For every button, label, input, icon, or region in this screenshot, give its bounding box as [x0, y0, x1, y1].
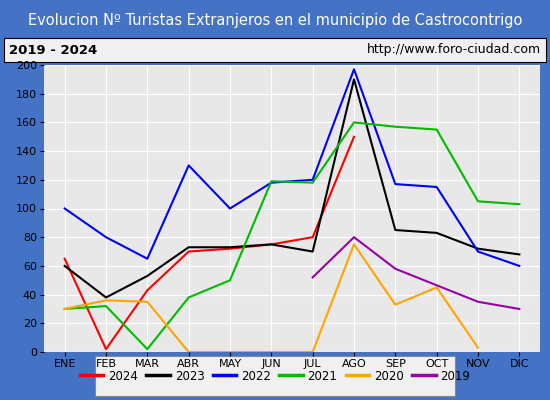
2023	[516, 252, 522, 257]
2023	[103, 295, 109, 300]
2022	[309, 177, 316, 182]
2020	[103, 298, 109, 303]
2021	[392, 124, 399, 129]
2023	[309, 249, 316, 254]
2022	[433, 184, 440, 189]
2021	[144, 347, 151, 352]
2021	[185, 295, 192, 300]
2024	[309, 235, 316, 240]
2024	[227, 246, 233, 251]
Line: 2023: 2023	[65, 79, 519, 298]
Text: 2019 - 2024: 2019 - 2024	[9, 44, 98, 56]
2024	[144, 288, 151, 293]
2024	[62, 256, 68, 261]
2023	[62, 264, 68, 268]
Legend: 2024, 2023, 2022, 2021, 2020, 2019: 2024, 2023, 2022, 2021, 2020, 2019	[75, 365, 475, 387]
Line: 2020: 2020	[65, 244, 478, 352]
2021	[475, 199, 481, 204]
2020	[185, 350, 192, 354]
2019	[351, 235, 358, 240]
2022	[185, 163, 192, 168]
2020	[227, 350, 233, 354]
2019	[309, 275, 316, 280]
2021	[268, 179, 274, 184]
2023	[185, 245, 192, 250]
2021	[433, 127, 440, 132]
Text: http://www.foro-ciudad.com: http://www.foro-ciudad.com	[366, 44, 541, 56]
2021	[103, 304, 109, 308]
2019	[475, 299, 481, 304]
2019	[516, 306, 522, 311]
2020	[392, 302, 399, 307]
Text: Evolucion Nº Turistas Extranjeros en el municipio de Castrocontrigo: Evolucion Nº Turistas Extranjeros en el …	[28, 13, 522, 28]
Line: 2024: 2024	[65, 137, 354, 349]
2024	[268, 242, 274, 247]
2024	[185, 249, 192, 254]
2023	[268, 242, 274, 247]
2020	[475, 345, 481, 350]
Line: 2022: 2022	[65, 69, 519, 266]
2022	[392, 182, 399, 186]
2023	[475, 246, 481, 251]
2023	[392, 228, 399, 232]
2021	[516, 202, 522, 206]
2021	[351, 120, 358, 125]
2021	[309, 180, 316, 185]
2020	[433, 285, 440, 290]
2022	[144, 256, 151, 261]
2022	[103, 235, 109, 240]
2023	[351, 77, 358, 82]
2023	[227, 245, 233, 250]
Line: 2021: 2021	[65, 122, 519, 349]
2021	[227, 278, 233, 283]
2022	[227, 206, 233, 211]
2022	[62, 206, 68, 211]
2024	[351, 134, 358, 139]
2020	[309, 350, 316, 354]
2020	[144, 299, 151, 304]
2024	[103, 347, 109, 352]
2020	[351, 242, 358, 247]
2019	[392, 266, 399, 271]
2022	[475, 249, 481, 254]
Line: 2019: 2019	[312, 237, 519, 309]
2022	[351, 67, 358, 72]
2020	[62, 306, 68, 311]
2022	[516, 264, 522, 268]
2020	[268, 350, 274, 354]
2023	[433, 230, 440, 235]
2021	[62, 306, 68, 311]
2023	[144, 274, 151, 278]
2022	[268, 180, 274, 185]
